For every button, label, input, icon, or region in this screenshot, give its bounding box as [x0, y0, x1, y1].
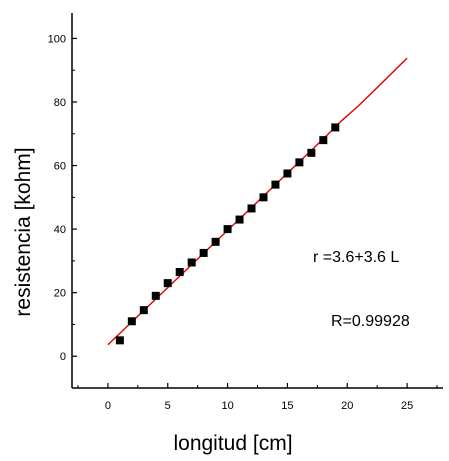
y-tick-label: 60 [54, 161, 66, 173]
data-point [199, 248, 208, 257]
data-point [283, 169, 292, 178]
y-tick-label: 40 [54, 224, 66, 236]
data-point [175, 268, 184, 277]
data-point [211, 237, 220, 246]
data-point [271, 180, 280, 189]
data-point [319, 136, 328, 145]
data-point [247, 204, 256, 213]
data-point [151, 291, 160, 300]
y-tick-label: 80 [54, 97, 66, 109]
data-point [139, 306, 148, 315]
x-tick-label: 10 [221, 400, 233, 412]
data-point [307, 148, 316, 157]
data-point [163, 279, 172, 288]
x-tick-label: 0 [105, 400, 111, 412]
x-axis-label: longitud [cm] [173, 432, 292, 455]
x-ticks: 0 5 10 15 20 25 [77, 383, 438, 412]
data-point [187, 258, 196, 267]
y-ticks: 0 20 40 60 80 100 [48, 33, 77, 389]
data-point [127, 317, 136, 326]
y-tick-label: 100 [48, 33, 66, 45]
equation-annotation: r =3.6+3.6 L [313, 249, 399, 266]
data-point [115, 336, 124, 345]
data-point [223, 225, 232, 234]
data-points [115, 123, 340, 345]
y-tick-label: 0 [60, 351, 66, 363]
data-point [331, 123, 340, 132]
data-point [295, 158, 304, 167]
x-tick-label: 25 [401, 400, 413, 412]
r-squared-annotation: R=0.99928 [331, 313, 410, 330]
x-tick-label: 15 [281, 400, 293, 412]
data-point [259, 193, 268, 202]
x-tick-label: 20 [341, 400, 353, 412]
data-point [235, 215, 244, 224]
fit-line [107, 57, 408, 346]
x-tick-label: 5 [165, 400, 171, 412]
y-axis-label: resistencia [kohm] [12, 147, 35, 316]
y-tick-label: 20 [54, 288, 66, 300]
axes: 0 20 40 60 80 100 0 5 10 15 20 25 [48, 13, 443, 412]
